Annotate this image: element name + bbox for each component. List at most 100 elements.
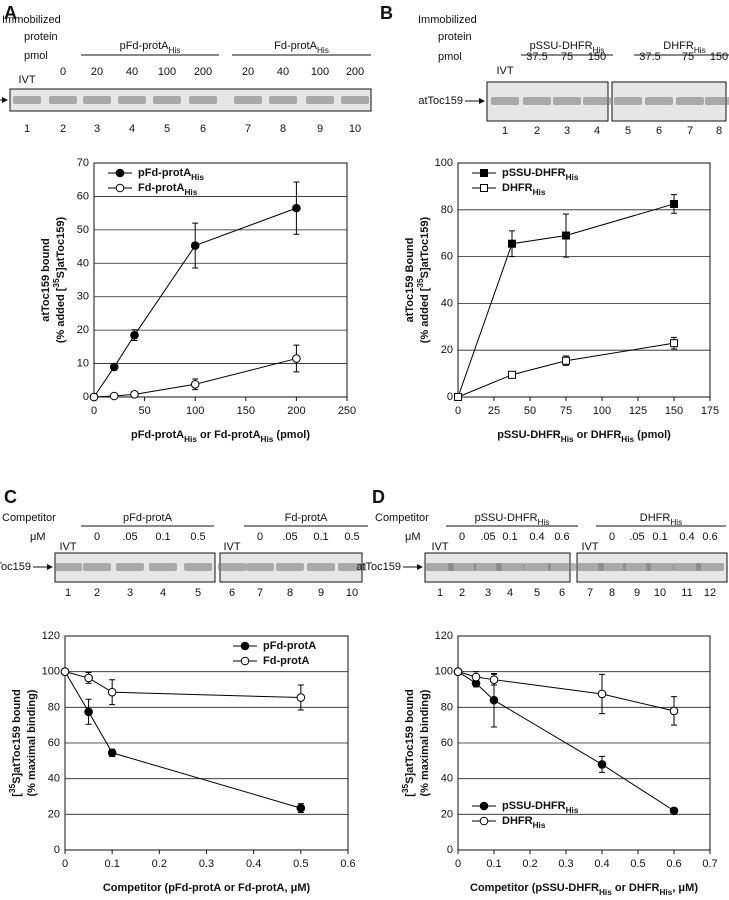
lane-number: 11 bbox=[681, 587, 692, 599]
lane-number: 7 bbox=[245, 123, 251, 135]
x-tick-label: 0.1 bbox=[486, 858, 501, 870]
plot-frame bbox=[457, 162, 711, 398]
x-tick-label: 0.7 bbox=[702, 858, 717, 870]
gel-group-label: pSSU-DHFRHis bbox=[475, 512, 550, 527]
gel-band bbox=[13, 96, 41, 104]
y-tick-label: 120 bbox=[435, 630, 453, 642]
legend-marker bbox=[479, 816, 489, 826]
lane-number: 8 bbox=[716, 125, 722, 137]
lane-number: 12 bbox=[704, 587, 716, 599]
x-axis-label: pSSU-DHFRHis or DHFRHis (pmol) bbox=[497, 429, 671, 444]
lane-label: .05 bbox=[282, 531, 297, 543]
y-tick-label: 60 bbox=[441, 251, 453, 263]
x-tick-label: 125 bbox=[629, 405, 647, 417]
lane-label: 0 bbox=[459, 531, 465, 543]
lane-label: 0.1 bbox=[313, 531, 328, 543]
lane-label: IVT bbox=[59, 541, 76, 553]
gel-band bbox=[83, 96, 111, 104]
gel-band bbox=[523, 563, 551, 571]
x-tick-label: 25 bbox=[488, 405, 500, 417]
data-point bbox=[489, 695, 499, 705]
lane-number: 3 bbox=[127, 587, 133, 599]
lane-number: 4 bbox=[129, 123, 135, 135]
lane-number: 2 bbox=[94, 587, 100, 599]
lane-number: 7 bbox=[257, 587, 263, 599]
gel-band bbox=[276, 563, 304, 571]
gel-header: Competitor bbox=[375, 512, 429, 524]
gel-band bbox=[696, 563, 724, 571]
x-tick-label: 0 bbox=[455, 405, 461, 417]
lane-number: 1 bbox=[24, 123, 30, 135]
lane-number: 2 bbox=[459, 587, 465, 599]
series-line bbox=[64, 671, 301, 699]
gel-band bbox=[576, 563, 604, 571]
gel-band bbox=[676, 97, 704, 105]
x-axis-label: pFd-protAHis or Fd-protAHis (pmol) bbox=[131, 429, 310, 444]
legend-label: pFd-protAHis bbox=[138, 167, 204, 182]
lane-label: 0 bbox=[60, 66, 66, 78]
lane-number: 8 bbox=[609, 587, 615, 599]
x-tick-label: 50 bbox=[138, 405, 150, 417]
lane-label: 40 bbox=[126, 66, 138, 78]
data-point bbox=[107, 748, 117, 758]
gel-band bbox=[49, 96, 77, 104]
lane-number: 7 bbox=[687, 125, 693, 137]
gel-band bbox=[598, 563, 626, 571]
gel-header: Immobilized bbox=[2, 14, 61, 26]
gel-band bbox=[306, 96, 334, 104]
x-tick-label: 175 bbox=[701, 405, 719, 417]
y-axis-label: (% added [35S]atToc159) bbox=[52, 216, 67, 343]
x-tick-label: 0.4 bbox=[594, 858, 609, 870]
data-point bbox=[292, 203, 301, 213]
gel-header: protein bbox=[24, 31, 58, 43]
x-tick-label: 0.2 bbox=[152, 858, 167, 870]
lane-label: 20 bbox=[91, 66, 103, 78]
lane-number: 5 bbox=[625, 125, 631, 137]
data-point bbox=[562, 356, 570, 365]
panel-letter: D bbox=[372, 487, 385, 507]
x-tick-label: 0.2 bbox=[522, 858, 537, 870]
data-point bbox=[84, 673, 93, 683]
gel-band bbox=[341, 96, 369, 104]
gel-band bbox=[548, 563, 576, 571]
y-tick-label: 40 bbox=[441, 773, 453, 785]
lane-label: 100 bbox=[311, 66, 329, 78]
x-tick-label: 0.6 bbox=[340, 858, 355, 870]
y-tick-label: 70 bbox=[77, 157, 89, 169]
x-tick-label: 250 bbox=[338, 405, 356, 417]
lane-label: 37.5 bbox=[526, 51, 547, 63]
lane-number: 2 bbox=[534, 125, 540, 137]
data-point bbox=[89, 392, 99, 402]
data-point bbox=[84, 707, 93, 717]
gel-band bbox=[338, 563, 366, 571]
y-axis-label: atToc159 bound bbox=[40, 238, 52, 322]
data-point bbox=[670, 339, 678, 348]
gel-unit: pmol bbox=[24, 50, 48, 62]
lane-label: 20 bbox=[242, 66, 254, 78]
lane-label: .05 bbox=[629, 531, 644, 543]
lane-number: 5 bbox=[164, 123, 170, 135]
legend-marker bbox=[240, 656, 250, 666]
y-tick-label: 30 bbox=[77, 291, 89, 303]
gel-unit: μM bbox=[405, 531, 421, 543]
y-axis-label: [35S]atToc159 bound bbox=[401, 689, 416, 796]
lane-label: 150 bbox=[588, 51, 606, 63]
data-point bbox=[597, 689, 607, 699]
lane-label: 0 bbox=[257, 531, 263, 543]
x-tick-label: 0.5 bbox=[293, 858, 308, 870]
data-point bbox=[562, 231, 570, 240]
gel-band bbox=[426, 563, 454, 571]
legend-label: pSSU-DHFRHis bbox=[502, 800, 579, 815]
legend-label: pSSU-DHFRHis bbox=[502, 167, 579, 182]
y-tick-label: 100 bbox=[435, 666, 453, 678]
legend-marker bbox=[115, 183, 125, 193]
lane-number: 1 bbox=[437, 587, 443, 599]
series-line bbox=[64, 671, 301, 809]
lane-label: 200 bbox=[194, 66, 212, 78]
x-tick-label: 150 bbox=[237, 405, 255, 417]
gel-unit: pmol bbox=[438, 51, 462, 63]
gel-band bbox=[307, 563, 335, 571]
data-point bbox=[130, 390, 139, 399]
lane-label: 0.5 bbox=[190, 531, 205, 543]
x-tick-label: 0.6 bbox=[666, 858, 681, 870]
